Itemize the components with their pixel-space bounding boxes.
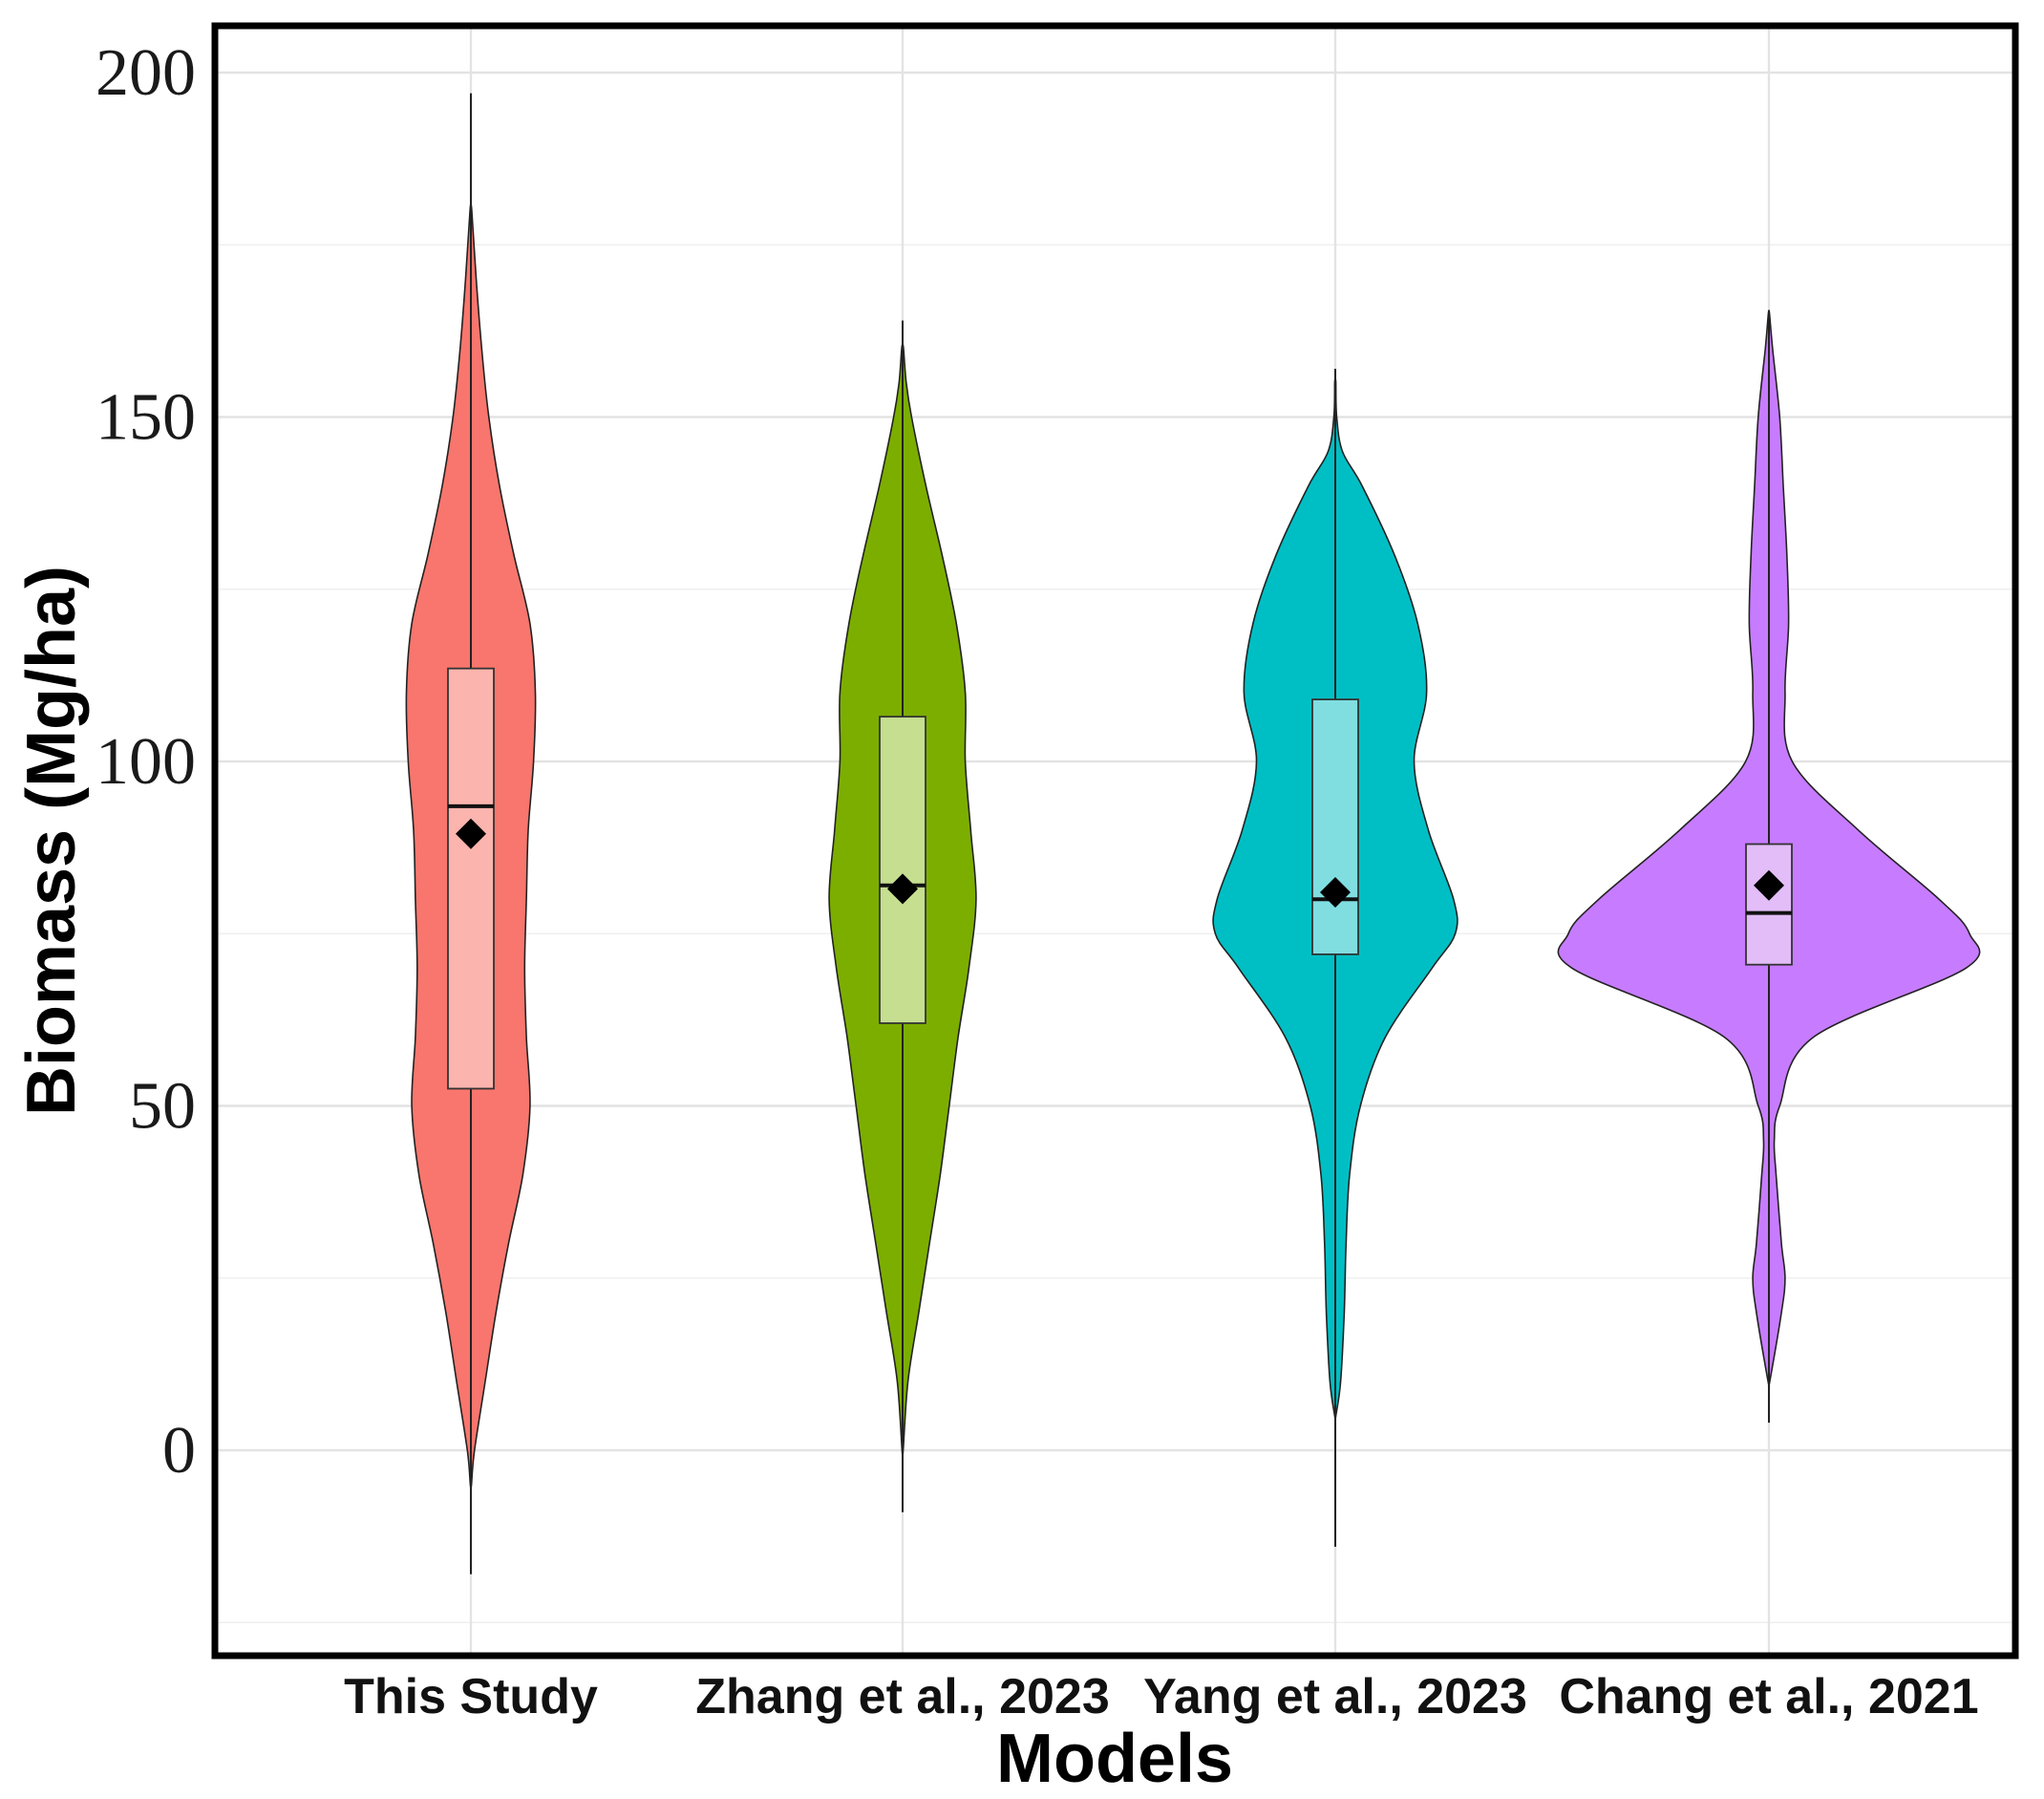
y-tick-label-50: 50 [129,1070,196,1144]
iqr-box-this-study [447,667,495,1090]
y-tick-label-100: 100 [96,725,196,799]
violins [405,203,1981,1489]
x-axis-title: Models [996,1721,1233,1797]
x-tick-label-1: Zhang et al., 2023 [695,1669,1110,1724]
iqr-box-yang-et-al-2023 [1311,698,1359,955]
x-tick-label-2: Yang et al., 2023 [1143,1669,1527,1724]
mean-marker-this-study [456,818,486,849]
x-tick-label-0: This Study [344,1669,598,1724]
iqr-box-zhang-et-al-2023 [879,716,926,1024]
y-tick-label-150: 150 [96,381,196,455]
x-tick-label-3: Chang et al., 2021 [1559,1669,1978,1724]
mean-marker-yang-et-al-2023 [1320,876,1351,908]
iqr-box-chang-et-al-2021 [1745,843,1793,966]
mean-marker-zhang-et-al-2023 [887,873,918,905]
plot-frame [211,22,2019,1660]
y-tick-labels: 0 50 100 150 200 [96,36,196,1488]
y-axis-title: Biomass (Mg/ha) [13,566,90,1116]
mean-marker-chang-et-al-2021 [1754,869,1784,901]
y-tick-label-200: 200 [96,36,196,110]
boxplots [447,93,1793,1574]
y-tick-label-0: 0 [162,1414,196,1488]
x-tick-labels: This Study Zhang et al., 2023 Yang et al.,… [344,1669,1979,1724]
